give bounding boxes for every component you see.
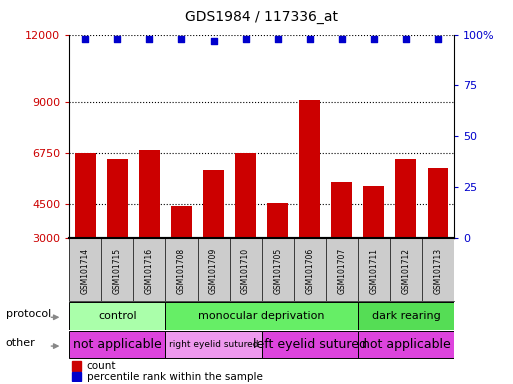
Text: not applicable: not applicable [362,338,450,351]
Point [177,36,186,42]
Bar [75,153,96,238]
Bar [69,302,165,329]
Bar [72,361,82,371]
Text: percentile rank within the sample: percentile rank within the sample [87,372,263,382]
Text: GSM101714: GSM101714 [81,248,90,294]
Text: GSM101708: GSM101708 [177,248,186,294]
Bar [427,168,448,238]
Bar [203,170,224,238]
Bar [165,238,198,301]
Text: GSM101713: GSM101713 [433,248,443,294]
Bar [133,238,165,301]
Text: GSM101710: GSM101710 [241,248,250,294]
Text: GSM101707: GSM101707 [337,248,346,294]
Point [338,36,346,42]
Point [306,36,314,42]
Bar [267,203,288,238]
Bar [165,331,262,359]
Text: GDS1984 / 117336_at: GDS1984 / 117336_at [185,10,338,24]
Point [145,36,153,42]
Bar [331,182,352,238]
Text: right eyelid sutured: right eyelid sutured [169,340,258,349]
Text: control: control [98,311,136,321]
Point [434,36,442,42]
Text: protocol: protocol [6,310,51,319]
Bar [358,302,454,329]
Bar [171,207,192,238]
Bar [198,238,229,301]
Text: GSM101712: GSM101712 [401,248,410,294]
Text: GSM101705: GSM101705 [273,248,282,294]
Point [370,36,378,42]
Bar [229,238,262,301]
Text: GSM101711: GSM101711 [369,248,379,294]
Point [242,36,250,42]
Text: GSM101706: GSM101706 [305,248,314,294]
Point [402,36,410,42]
Bar [363,186,384,238]
Bar [69,238,102,301]
Bar [396,159,417,238]
Bar [165,302,358,329]
Bar [358,331,454,359]
Text: monocular deprivation: monocular deprivation [199,311,325,321]
Text: left eyelid sutured: left eyelid sutured [253,338,367,351]
Bar [235,153,256,238]
Text: other: other [6,338,35,348]
Text: not applicable: not applicable [73,338,162,351]
Point [113,36,122,42]
Text: GSM101716: GSM101716 [145,248,154,294]
Bar [293,238,326,301]
Text: count: count [87,361,116,371]
Text: GSM101709: GSM101709 [209,248,218,294]
Bar [262,331,358,359]
Bar [390,238,422,301]
Point [81,36,89,42]
Point [273,36,282,42]
Bar [102,238,133,301]
Bar [358,238,390,301]
Bar [139,150,160,238]
Bar [299,100,320,238]
Bar [326,238,358,301]
Text: GSM101715: GSM101715 [113,248,122,294]
Point [209,38,218,44]
Bar [422,238,454,301]
Text: dark rearing: dark rearing [371,311,440,321]
Bar [72,372,82,381]
Bar [262,238,293,301]
Bar [107,159,128,238]
Bar [69,331,165,359]
